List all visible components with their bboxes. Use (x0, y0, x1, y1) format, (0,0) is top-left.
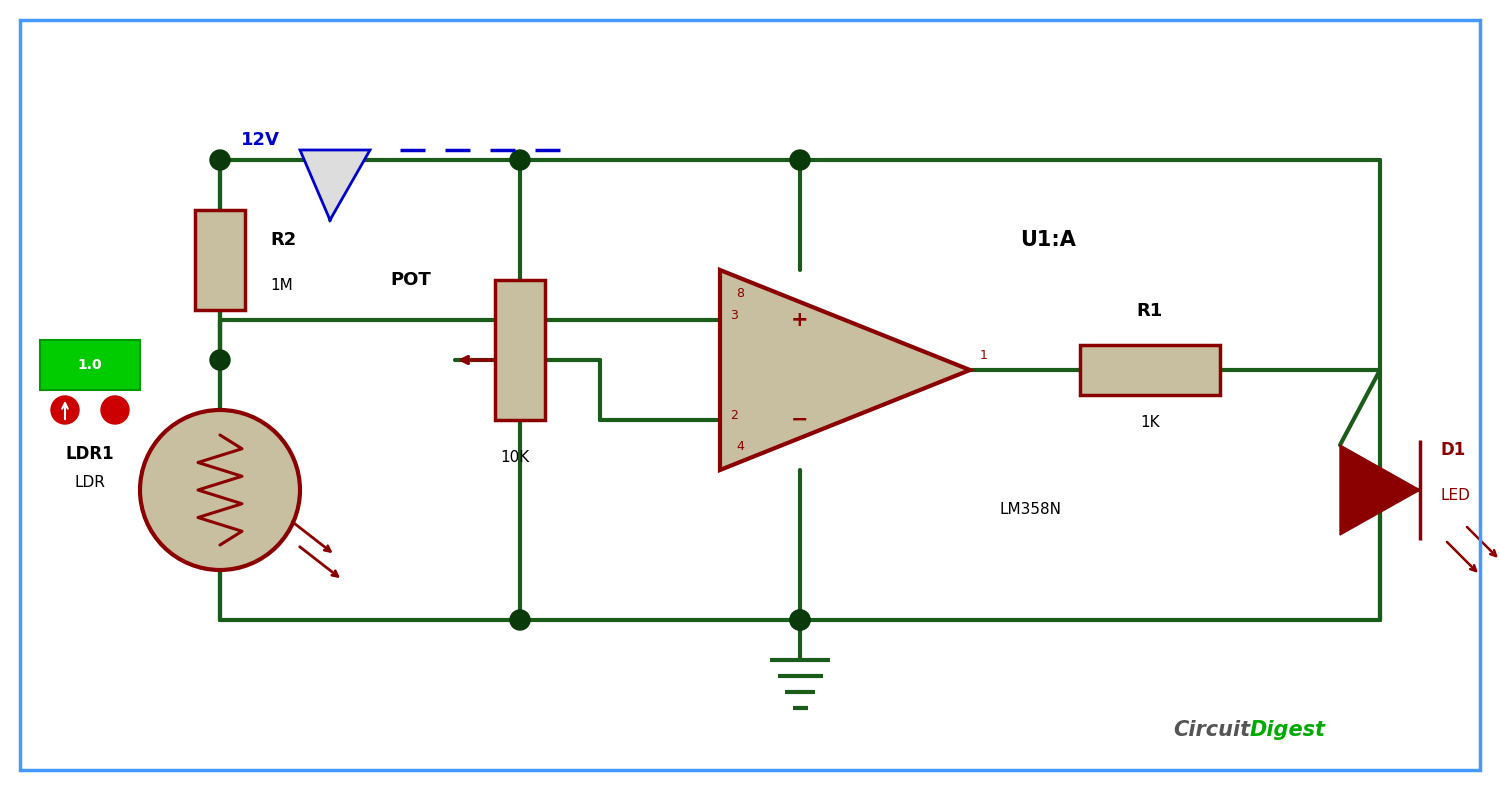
Text: 1K: 1K (1140, 415, 1160, 430)
Text: R2: R2 (270, 231, 297, 249)
Text: 3: 3 (730, 309, 738, 322)
Text: 1M: 1M (270, 277, 292, 292)
Circle shape (100, 396, 129, 424)
Text: 4: 4 (736, 440, 744, 453)
Text: Digest: Digest (1250, 720, 1326, 740)
Circle shape (140, 410, 300, 570)
Text: LDR1: LDR1 (66, 445, 114, 463)
Circle shape (790, 610, 810, 630)
Text: U1:A: U1:A (1020, 230, 1076, 250)
Text: POT: POT (390, 271, 430, 289)
Polygon shape (1340, 445, 1420, 535)
Circle shape (210, 350, 230, 370)
Bar (495, 280, 544, 420)
Circle shape (790, 610, 810, 630)
Circle shape (510, 150, 530, 170)
Polygon shape (720, 270, 970, 470)
Text: LED: LED (1440, 487, 1470, 502)
Bar (40, 340, 140, 390)
Text: D1: D1 (1440, 441, 1466, 459)
Circle shape (510, 610, 530, 630)
Text: +: + (790, 310, 808, 330)
Circle shape (790, 150, 810, 170)
Text: LDR: LDR (75, 475, 105, 490)
Bar (195, 210, 244, 310)
Text: 1: 1 (980, 348, 988, 362)
Text: 2: 2 (730, 408, 738, 422)
Text: LM358N: LM358N (1000, 502, 1062, 517)
Circle shape (320, 150, 340, 170)
Bar (1080, 345, 1220, 395)
Text: 8: 8 (736, 287, 744, 300)
Text: −: − (792, 410, 808, 430)
Polygon shape (300, 150, 370, 220)
Text: Circuit: Circuit (1173, 720, 1250, 740)
Text: 1.0: 1.0 (78, 358, 102, 372)
Text: R1: R1 (1137, 302, 1162, 320)
Text: 10K: 10K (500, 450, 530, 465)
Text: 12V: 12V (242, 131, 280, 149)
Circle shape (51, 396, 80, 424)
Circle shape (210, 150, 230, 170)
